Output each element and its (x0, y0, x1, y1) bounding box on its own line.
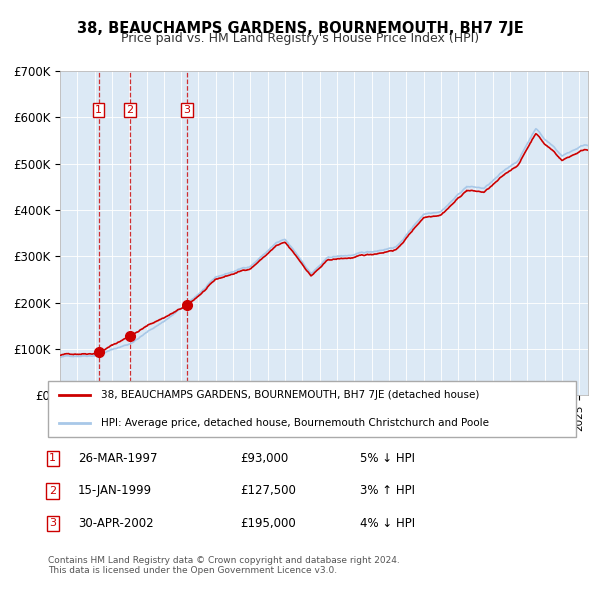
Text: 4% ↓ HPI: 4% ↓ HPI (360, 517, 415, 530)
Text: 3: 3 (49, 519, 56, 528)
Text: £195,000: £195,000 (240, 517, 296, 530)
Text: 1: 1 (95, 105, 102, 114)
Text: 2: 2 (127, 105, 134, 114)
Text: 1: 1 (49, 454, 56, 463)
Text: 30-APR-2002: 30-APR-2002 (78, 517, 154, 530)
Text: 3: 3 (184, 105, 190, 114)
Text: 2: 2 (49, 486, 56, 496)
Text: 5% ↓ HPI: 5% ↓ HPI (360, 452, 415, 465)
FancyBboxPatch shape (48, 381, 576, 437)
Text: £93,000: £93,000 (240, 452, 288, 465)
Text: 3% ↑ HPI: 3% ↑ HPI (360, 484, 415, 497)
Text: HPI: Average price, detached house, Bournemouth Christchurch and Poole: HPI: Average price, detached house, Bour… (101, 418, 489, 428)
Text: 38, BEAUCHAMPS GARDENS, BOURNEMOUTH, BH7 7JE (detached house): 38, BEAUCHAMPS GARDENS, BOURNEMOUTH, BH7… (101, 389, 479, 399)
Text: 26-MAR-1997: 26-MAR-1997 (78, 452, 157, 465)
Text: 38, BEAUCHAMPS GARDENS, BOURNEMOUTH, BH7 7JE: 38, BEAUCHAMPS GARDENS, BOURNEMOUTH, BH7… (77, 21, 523, 35)
Text: Contains HM Land Registry data © Crown copyright and database right 2024.
This d: Contains HM Land Registry data © Crown c… (48, 556, 400, 575)
Text: 15-JAN-1999: 15-JAN-1999 (78, 484, 152, 497)
Text: £127,500: £127,500 (240, 484, 296, 497)
Text: Price paid vs. HM Land Registry's House Price Index (HPI): Price paid vs. HM Land Registry's House … (121, 32, 479, 45)
